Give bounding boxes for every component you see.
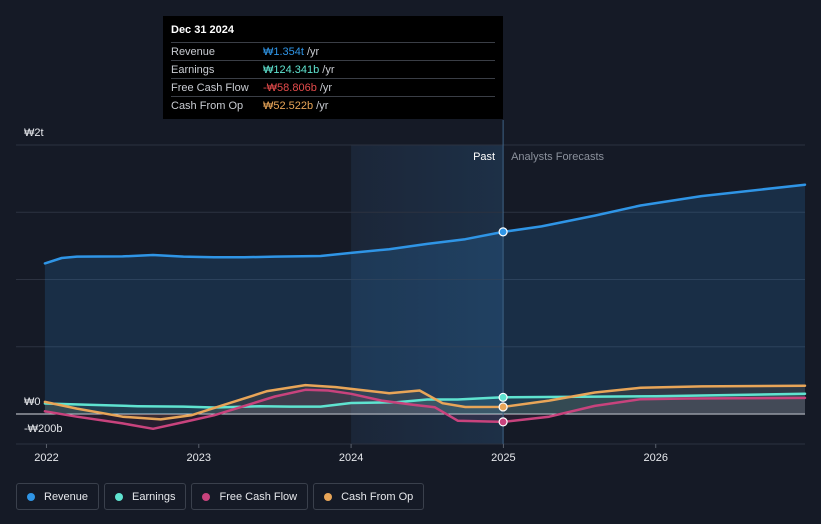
tooltip-unit: /yr (319, 81, 333, 94)
free-cash-flow-marker (498, 417, 508, 427)
gridlines (16, 144, 805, 445)
tooltip-row-revenue: Revenue ₩1.354t /yr (171, 42, 495, 60)
hover-markers (498, 227, 508, 427)
tooltip-row-earnings: Earnings ₩124.341b /yr (171, 60, 495, 78)
cash-from-op-marker (498, 402, 508, 412)
tooltip-label: Cash From Op (171, 99, 244, 112)
tooltip-unit: /yr (316, 99, 329, 112)
forecast-label: Analysts Forecasts (511, 151, 604, 163)
revenue-dot-icon (27, 492, 35, 501)
legend: Revenue Earnings Free Cash Flow Cash Fro… (16, 483, 425, 510)
x-tick-label: 2024 (339, 452, 363, 464)
tooltip-value: ₩52.522b (263, 99, 314, 112)
y-tick-label: -₩200b (24, 423, 63, 435)
tooltip-label: Earnings (171, 63, 215, 76)
legend-label: Cash From Op (341, 490, 414, 503)
x-tick-label: 2026 (643, 452, 667, 464)
cash-from-op-line (43, 383, 807, 421)
legend-label: Earnings (132, 490, 176, 503)
earnings-marker (498, 392, 508, 402)
free-cash-flow-dot-icon (202, 492, 211, 501)
tooltip-value: -₩58.806b (263, 81, 317, 94)
x-tick-label: 2023 (187, 452, 211, 464)
legend-free-cash-flow-button[interactable]: Free Cash Flow (191, 483, 309, 510)
y-tick-label: ₩0 (24, 396, 41, 408)
tooltip-label: Revenue (171, 45, 216, 58)
tooltip: Dec 31 2024 Revenue ₩1.354t /yr Earnings… (163, 16, 503, 119)
cash-from-op-dot-icon (324, 492, 333, 501)
y-tick-label: ₩2t (24, 127, 44, 139)
x-tick-label: 2022 (34, 452, 58, 464)
tooltip-label: Free Cash Flow (171, 81, 249, 94)
legend-earnings-button[interactable]: Earnings (104, 483, 187, 510)
cash-from-op-area (44, 385, 805, 420)
tooltip-value: ₩124.341b (263, 63, 320, 76)
x-tick-label: 2025 (491, 452, 515, 464)
tooltip-unit: /yr (306, 45, 320, 58)
tooltip-row-free-cash-flow: Free Cash Flow -₩58.806b /yr (171, 78, 495, 96)
past-label: Past (473, 151, 495, 163)
x-axis: 2022 2023 2024 2025 2026 (34, 444, 668, 464)
earnings-line (43, 392, 807, 409)
revenue-marker (498, 227, 508, 237)
y-axis: ₩2t ₩0 -₩200b (24, 127, 63, 435)
earnings-dot-icon (115, 492, 124, 501)
tooltip-unit: /yr (322, 63, 335, 76)
legend-label: Revenue (44, 490, 89, 503)
tooltip-row-cash-from-op: Cash From Op ₩52.522b /yr (171, 96, 495, 114)
free-cash-flow-line (43, 388, 807, 431)
revenue-area (44, 184, 805, 414)
legend-revenue-button[interactable]: Revenue (16, 483, 100, 510)
legend-label: Free Cash Flow (219, 490, 298, 503)
tooltip-value: ₩1.354t (263, 45, 304, 58)
tooltip-date: Dec 31 2024 (171, 24, 234, 36)
free-cash-flow-area (44, 389, 805, 429)
revenue-line (43, 183, 807, 265)
legend-cash-from-op-button[interactable]: Cash From Op (313, 483, 425, 510)
series-lines (43, 183, 807, 431)
